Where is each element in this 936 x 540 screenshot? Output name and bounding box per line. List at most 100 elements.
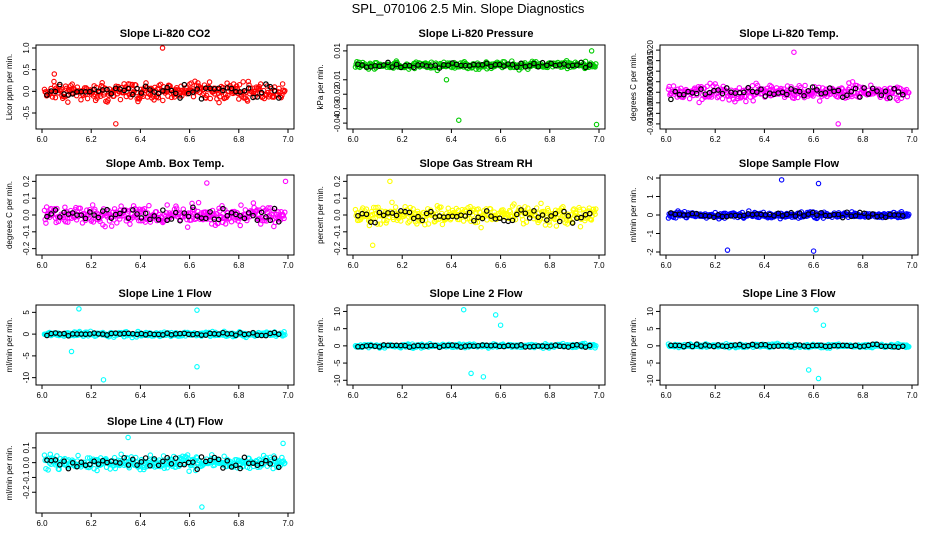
y-tick-label: -0.2 (22, 241, 31, 255)
data-point-ref (52, 207, 59, 213)
data-point (743, 98, 749, 105)
data-point-ref (275, 464, 282, 471)
data-point-ref (685, 341, 691, 348)
y-tick-label: 0 (333, 343, 342, 348)
y-tick-label: -0.03 (333, 99, 342, 118)
data-point-ref (380, 212, 387, 219)
data-point-ref (61, 458, 67, 465)
data-point (398, 218, 404, 224)
data-point-ref (522, 210, 529, 217)
x-tick-label: 7.0 (593, 261, 605, 270)
data-point-outlier (820, 322, 827, 328)
data-point-ref (74, 463, 80, 470)
data-point-ref (155, 90, 162, 97)
data-point-ref (254, 94, 261, 100)
data-point-ref (839, 214, 846, 221)
data-point (153, 208, 159, 215)
data-point-ref (526, 215, 533, 221)
data-point-ref (104, 206, 110, 213)
data-point-ref (134, 85, 140, 92)
y-tick-label: 0.000 (646, 82, 655, 103)
data-point-ref (689, 343, 696, 350)
data-point (126, 465, 132, 471)
data-point (568, 212, 574, 218)
data-point (802, 82, 808, 89)
panel-10: Slope Line 4 (LT) Flow ml/min per min. 6.0… (5, 416, 295, 528)
data-point-ref (526, 63, 533, 69)
y-tick-label: -0.1 (333, 224, 342, 238)
data-point-ref (899, 343, 906, 350)
data-point (414, 208, 421, 215)
data-point-ref (57, 461, 63, 468)
y-tick-label: 0.2 (333, 175, 342, 187)
data-point-ref (241, 215, 248, 222)
data-point (553, 223, 560, 229)
data-point-ref (376, 344, 383, 350)
data-point-outlier (810, 248, 817, 254)
data-point-ref (168, 87, 175, 94)
data-point-ref (48, 211, 55, 217)
data-point (816, 98, 823, 104)
data-point-outlier (204, 180, 210, 186)
data-point-ref (535, 63, 542, 70)
y-tick-label: -0.1 (22, 470, 31, 484)
data-point-ref (436, 65, 443, 71)
data-point (406, 218, 413, 225)
data-point (467, 203, 473, 210)
data-point (275, 209, 281, 215)
data-point-ref (108, 90, 115, 97)
data-point (279, 81, 286, 87)
data-point (146, 202, 152, 209)
data-point-ref (95, 214, 102, 221)
data-point (592, 211, 598, 217)
data-point-ref (535, 214, 542, 221)
panel-title: Slope Line 4 (LT) Flow (107, 416, 223, 428)
data-point (750, 98, 756, 104)
data-point-ref (275, 331, 282, 338)
data-point (60, 214, 67, 221)
y-tick-label: -5 (22, 352, 31, 360)
data-point (206, 79, 213, 85)
data-point (160, 97, 166, 104)
x-tick-label: 7.0 (282, 519, 294, 528)
data-point-ref (271, 205, 278, 212)
data-point-ref (741, 89, 747, 96)
x-tick-label: 6.4 (135, 135, 147, 144)
data-point (670, 83, 677, 89)
x-tick-label: 7.0 (906, 135, 918, 144)
data-point-ref (198, 96, 205, 102)
data-point-outlier (68, 348, 75, 355)
data-point-ref (788, 86, 794, 92)
data-point-ref (578, 214, 584, 221)
data-point (849, 79, 856, 85)
data-point-ref (207, 457, 213, 464)
data-point (906, 89, 912, 96)
x-tick-label: 6.8 (857, 261, 869, 270)
data-point-ref (415, 213, 421, 220)
x-tick-label: 6.4 (135, 519, 147, 528)
data-point-ref (561, 61, 567, 67)
data-point (405, 220, 411, 226)
data-point-outlier (76, 306, 82, 312)
data-point-ref (220, 87, 226, 94)
data-point (460, 218, 467, 224)
data-point-ref (496, 215, 503, 222)
data-point-ref (129, 456, 136, 463)
data-point (377, 221, 384, 227)
data-point-ref (586, 210, 593, 217)
data-point-ref (87, 88, 93, 95)
data-point-ref (125, 215, 132, 221)
data-point (237, 222, 243, 229)
data-point-outlier (815, 375, 822, 382)
data-point (268, 211, 275, 217)
data-point-ref (389, 64, 396, 70)
data-point-ref (237, 213, 243, 219)
data-point (439, 221, 446, 228)
data-point-outlier (724, 247, 731, 253)
data-point (557, 216, 564, 222)
data-point-ref (796, 210, 803, 216)
data-point-ref (380, 62, 387, 68)
x-tick-label: 6.0 (347, 391, 359, 400)
data-point-ref (539, 59, 546, 66)
y-tick-label: 0.0 (22, 85, 31, 97)
